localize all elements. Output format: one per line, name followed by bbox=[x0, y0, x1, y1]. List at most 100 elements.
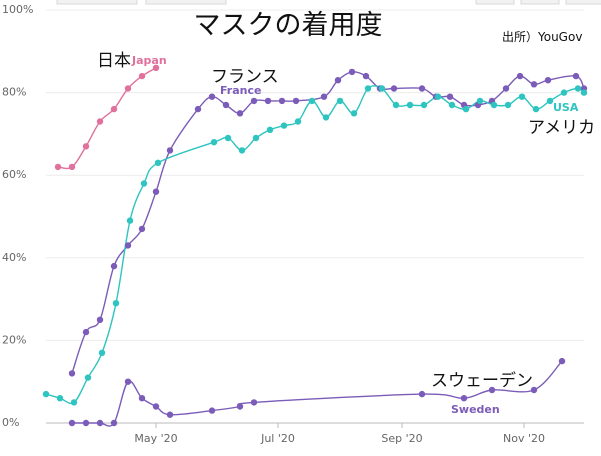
data-point-sweden[interactable] bbox=[96, 419, 104, 427]
data-point-france[interactable] bbox=[250, 97, 258, 105]
data-point-usa[interactable] bbox=[462, 105, 470, 113]
data-point-sweden[interactable] bbox=[460, 395, 468, 402]
y-tick-label: 40% bbox=[2, 251, 26, 264]
data-point-sweden[interactable] bbox=[110, 419, 118, 427]
data-point-sweden[interactable] bbox=[152, 403, 160, 410]
data-point-sweden[interactable] bbox=[68, 419, 76, 427]
data-point-france[interactable] bbox=[68, 370, 76, 377]
data-point-usa[interactable] bbox=[238, 147, 246, 154]
data-point-usa[interactable] bbox=[532, 105, 540, 113]
data-point-usa[interactable] bbox=[434, 93, 442, 100]
data-point-usa[interactable] bbox=[252, 134, 260, 142]
data-point-sweden[interactable] bbox=[166, 411, 174, 418]
data-point-france[interactable] bbox=[264, 97, 272, 105]
data-point-france[interactable] bbox=[138, 225, 146, 233]
data-point-japan[interactable] bbox=[68, 163, 76, 171]
data-point-usa[interactable] bbox=[294, 118, 302, 125]
data-point-usa[interactable] bbox=[224, 134, 232, 142]
data-point-usa[interactable] bbox=[490, 101, 498, 109]
data-point-france[interactable] bbox=[124, 242, 132, 249]
data-point-usa[interactable] bbox=[84, 374, 92, 381]
data-point-usa[interactable] bbox=[70, 399, 78, 406]
data-point-usa[interactable] bbox=[560, 89, 568, 96]
data-point-usa[interactable] bbox=[56, 395, 64, 402]
series-line-japan bbox=[57, 67, 157, 170]
data-point-usa[interactable] bbox=[336, 97, 344, 105]
data-point-france[interactable] bbox=[82, 328, 90, 336]
data-point-france[interactable] bbox=[516, 72, 524, 80]
data-point-france[interactable] bbox=[362, 72, 370, 80]
data-point-usa[interactable] bbox=[378, 85, 386, 92]
data-point-sweden[interactable] bbox=[124, 378, 132, 385]
data-point-usa[interactable] bbox=[420, 101, 428, 109]
x-tick-label: Jul '20 bbox=[260, 432, 295, 445]
data-point-usa[interactable] bbox=[518, 93, 526, 100]
data-point-france[interactable] bbox=[292, 97, 300, 105]
data-point-france[interactable] bbox=[390, 85, 398, 92]
data-point-japan[interactable] bbox=[124, 85, 132, 92]
source-label: 出所）YouGov bbox=[502, 30, 582, 44]
data-point-france[interactable] bbox=[320, 93, 328, 100]
top-tab[interactable] bbox=[145, 0, 227, 5]
data-point-usa[interactable] bbox=[98, 349, 106, 356]
data-point-usa[interactable] bbox=[112, 300, 120, 307]
data-point-france[interactable] bbox=[194, 105, 202, 113]
y-tick-label: 0% bbox=[2, 416, 19, 429]
data-point-france[interactable] bbox=[110, 262, 118, 270]
data-point-france[interactable] bbox=[334, 77, 342, 84]
data-point-usa[interactable] bbox=[364, 85, 372, 92]
data-point-sweden[interactable] bbox=[418, 390, 426, 398]
data-point-france[interactable] bbox=[236, 110, 244, 117]
data-point-usa[interactable] bbox=[392, 101, 400, 109]
data-point-japan[interactable] bbox=[54, 163, 62, 171]
data-point-usa[interactable] bbox=[210, 139, 218, 146]
data-point-usa[interactable] bbox=[266, 126, 274, 133]
data-point-sweden[interactable] bbox=[236, 403, 244, 410]
data-point-france[interactable] bbox=[572, 72, 580, 80]
data-point-france[interactable] bbox=[166, 147, 174, 154]
data-point-japan[interactable] bbox=[138, 72, 146, 80]
data-point-france[interactable] bbox=[222, 101, 230, 109]
data-point-france[interactable] bbox=[446, 93, 454, 100]
data-point-sweden[interactable] bbox=[208, 407, 216, 414]
data-point-france[interactable] bbox=[278, 97, 286, 105]
data-point-france[interactable] bbox=[208, 93, 216, 100]
top-button[interactable] bbox=[475, 0, 515, 5]
data-point-france[interactable] bbox=[418, 85, 426, 92]
data-point-usa[interactable] bbox=[42, 390, 50, 398]
data-point-usa[interactable] bbox=[308, 97, 316, 105]
data-point-usa[interactable] bbox=[406, 101, 414, 109]
data-point-usa[interactable] bbox=[574, 85, 582, 92]
data-point-usa[interactable] bbox=[448, 101, 456, 109]
data-point-france[interactable] bbox=[502, 85, 510, 92]
data-point-france[interactable] bbox=[152, 188, 160, 195]
data-point-sweden[interactable] bbox=[138, 395, 146, 402]
data-point-sweden[interactable] bbox=[488, 386, 496, 394]
data-point-sweden[interactable] bbox=[530, 386, 538, 394]
top-tab[interactable] bbox=[56, 0, 138, 5]
data-point-france[interactable] bbox=[348, 68, 356, 76]
top-button[interactable] bbox=[565, 0, 601, 5]
data-point-usa[interactable] bbox=[140, 180, 148, 187]
top-button[interactable] bbox=[520, 0, 560, 5]
data-point-usa[interactable] bbox=[546, 97, 554, 105]
data-point-france[interactable] bbox=[544, 77, 552, 84]
data-point-japan[interactable] bbox=[152, 64, 160, 72]
data-point-usa[interactable] bbox=[126, 217, 134, 224]
data-point-france[interactable] bbox=[96, 316, 104, 323]
data-point-japan[interactable] bbox=[96, 118, 104, 125]
data-point-usa[interactable] bbox=[504, 101, 512, 109]
x-tick-label: Nov '20 bbox=[503, 432, 545, 445]
data-point-usa[interactable] bbox=[476, 97, 484, 105]
data-point-usa[interactable] bbox=[580, 89, 588, 96]
data-point-france[interactable] bbox=[530, 81, 538, 88]
data-point-sweden[interactable] bbox=[250, 399, 258, 406]
data-point-sweden[interactable] bbox=[558, 357, 566, 365]
data-point-japan[interactable] bbox=[110, 105, 118, 113]
data-point-usa[interactable] bbox=[322, 114, 330, 121]
data-point-sweden[interactable] bbox=[82, 419, 90, 427]
data-point-usa[interactable] bbox=[154, 159, 162, 166]
data-point-japan[interactable] bbox=[82, 143, 90, 150]
data-point-usa[interactable] bbox=[350, 110, 358, 117]
data-point-usa[interactable] bbox=[280, 122, 288, 129]
